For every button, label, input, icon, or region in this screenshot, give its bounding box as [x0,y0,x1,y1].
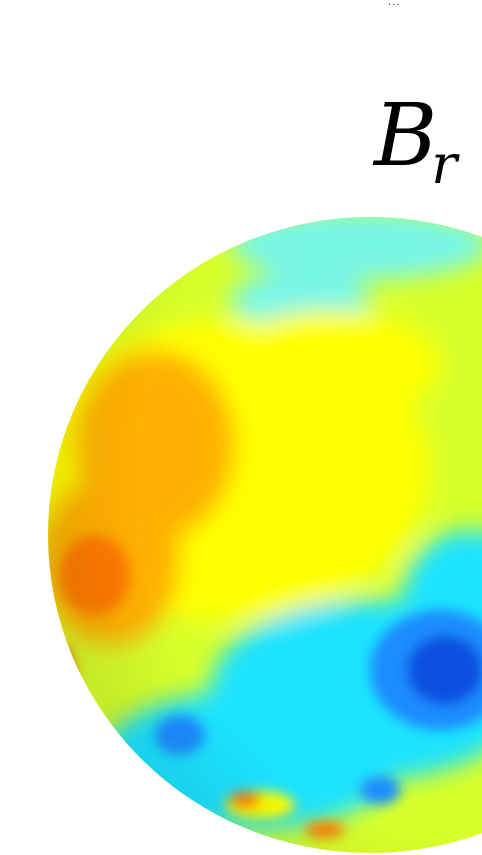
red-rim-left [48,645,74,715]
field-title-main: B [374,86,438,186]
sphere-shading [48,217,482,853]
field-title: Br [374,86,457,196]
field-title-subscript: r [431,133,458,196]
top-text-fragment: ... [388,0,401,8]
